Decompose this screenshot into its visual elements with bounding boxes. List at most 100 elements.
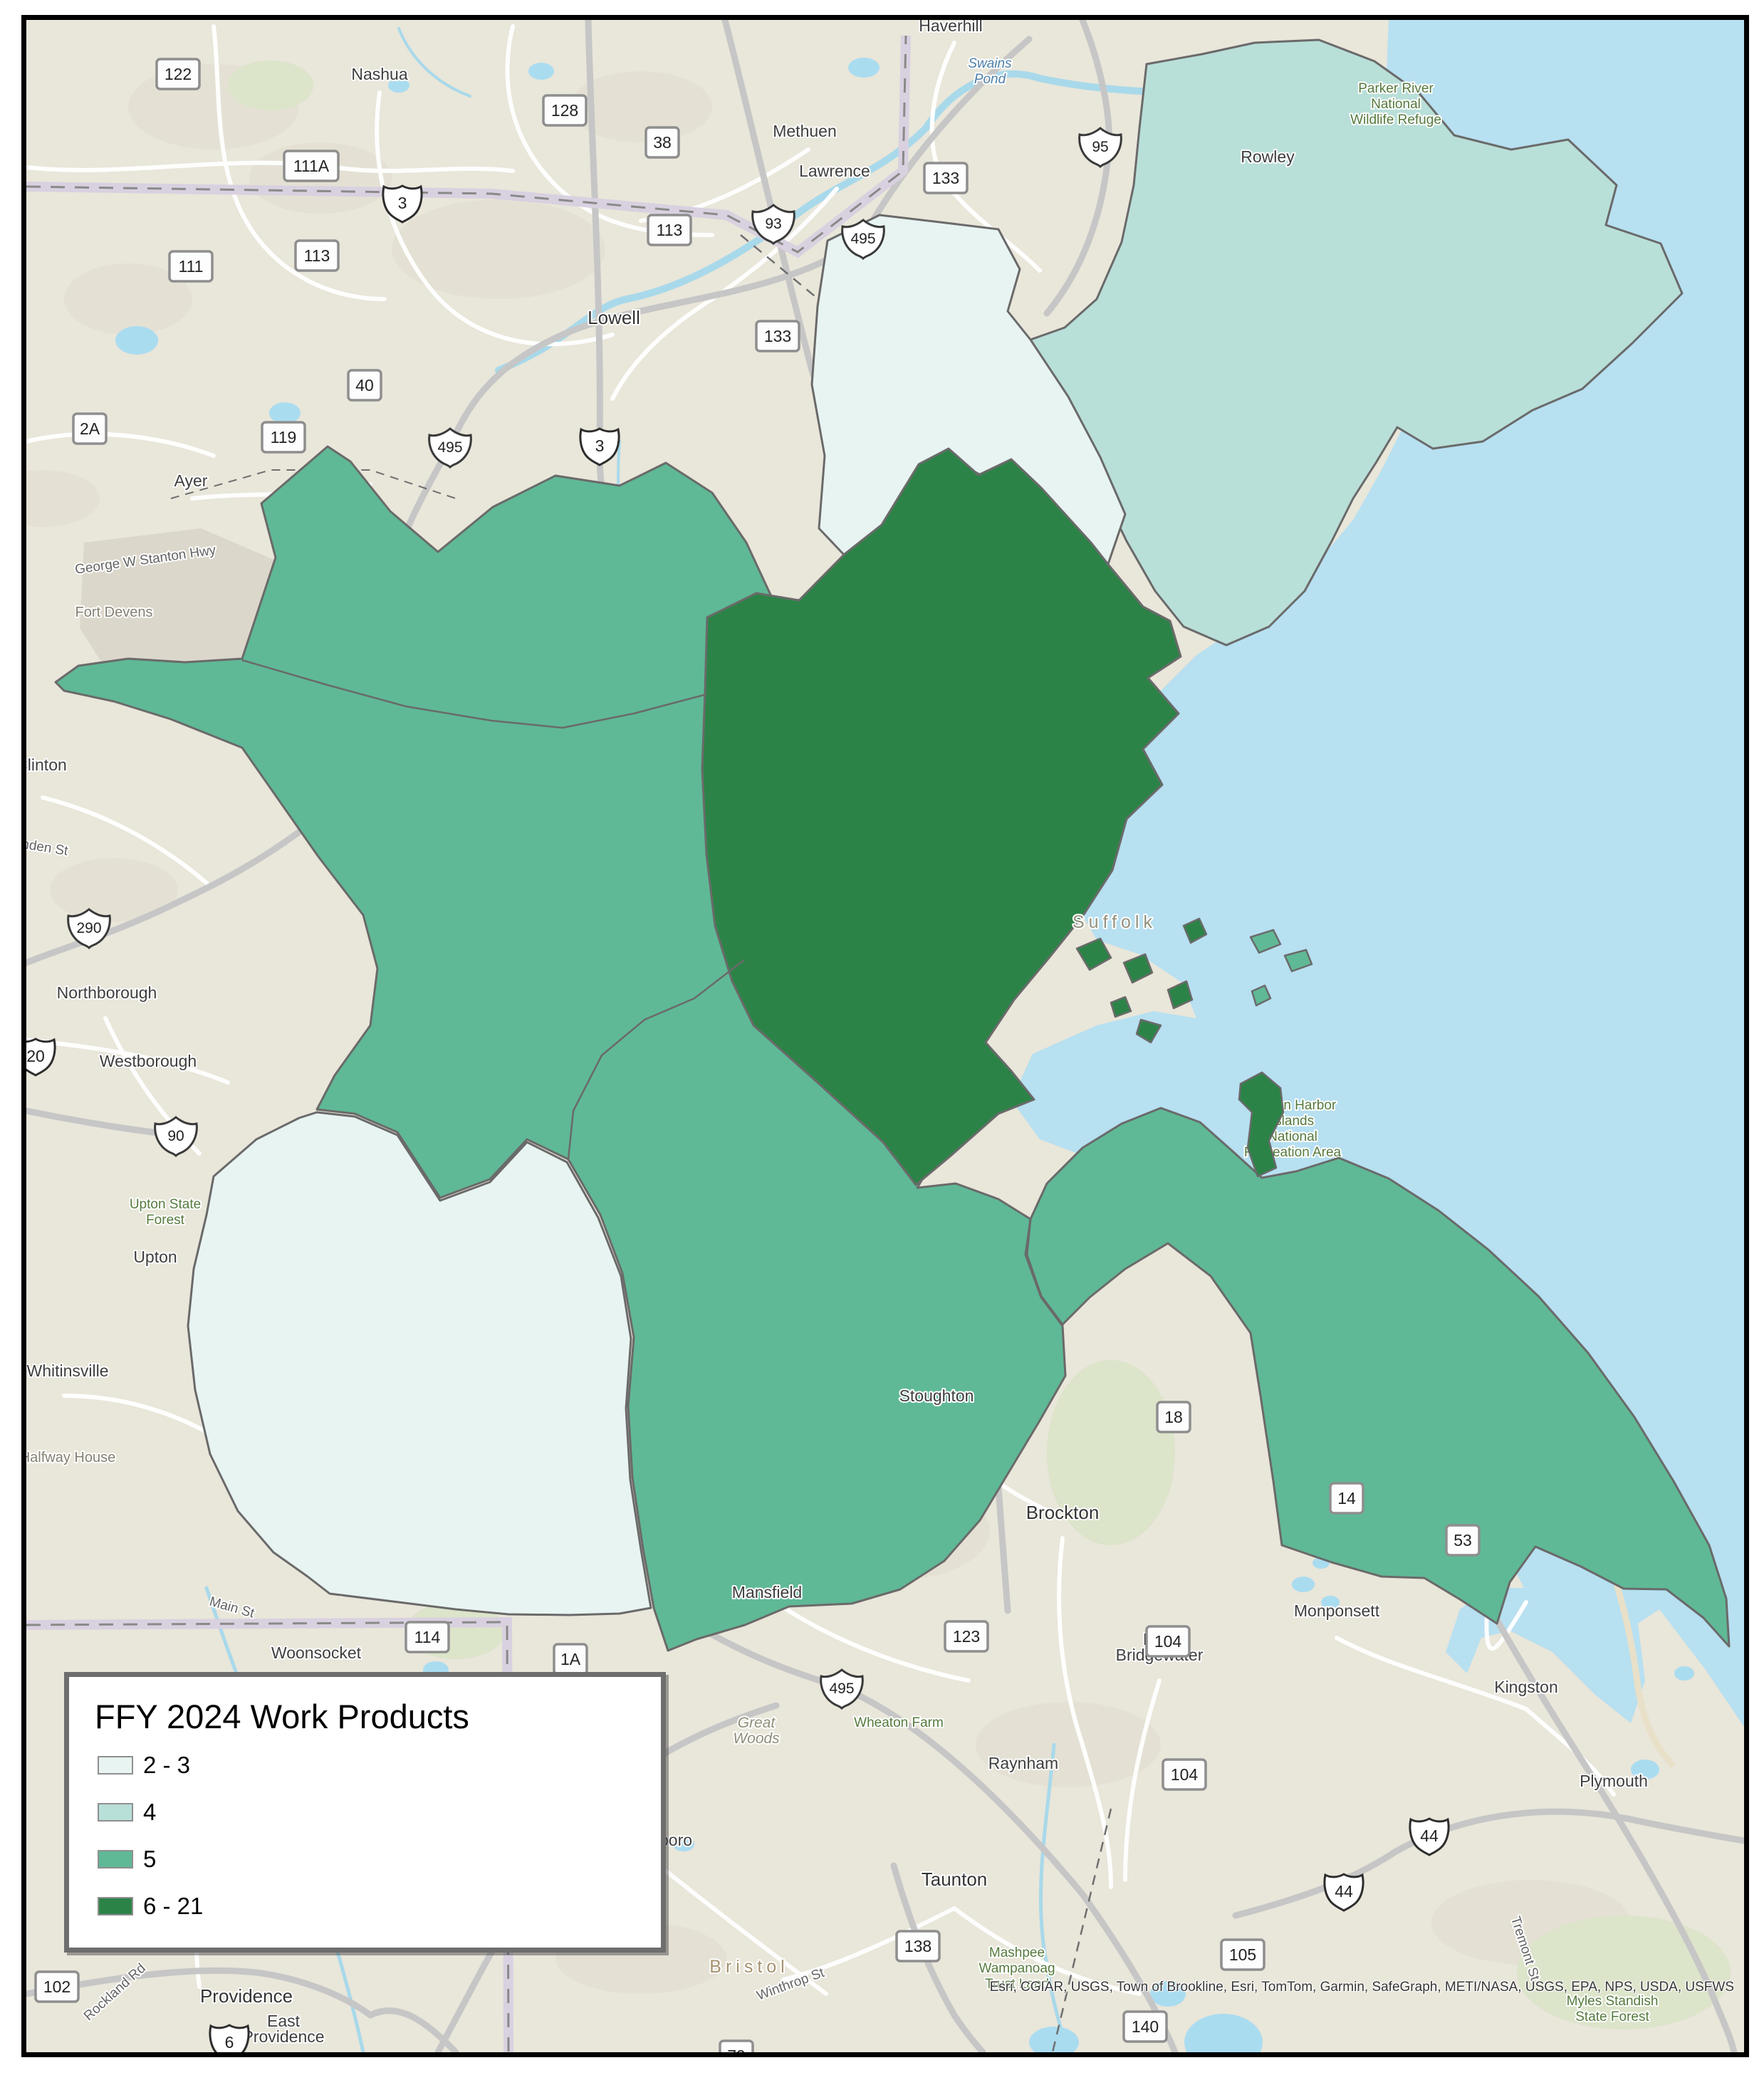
legend-item-label: 5 xyxy=(143,1846,157,1872)
route-shield-state: 140 xyxy=(1122,2010,1168,2043)
map-label: Halfway House xyxy=(26,1450,115,1465)
route-shield-number: 2A xyxy=(80,419,100,438)
route-shield-number: 3 xyxy=(398,194,407,212)
route-shield-interstate: 495 xyxy=(841,219,885,261)
harbor-island xyxy=(1110,995,1132,1018)
route-shield-number: 113 xyxy=(304,246,330,265)
route-shield-interstate: 90 xyxy=(154,1116,198,1158)
route-shield-number: 113 xyxy=(657,221,683,239)
map-label: Great Woods xyxy=(733,1715,780,1747)
route-shield-us: 3 xyxy=(382,184,423,224)
route-shield-number: 495 xyxy=(437,439,462,456)
map-label: Upton State Forest xyxy=(130,1197,201,1228)
map-label: Swains Pond xyxy=(968,56,1012,87)
route-shield-number: 79 xyxy=(727,2047,746,2052)
harbor-island xyxy=(1182,917,1208,944)
harbor-island xyxy=(1122,953,1154,984)
map-label: Providence xyxy=(200,1985,293,2007)
region-south-shore[interactable] xyxy=(1025,1107,1731,1648)
route-shield-state: 104 xyxy=(1162,1758,1207,1791)
route-shield-state: 105 xyxy=(1220,1938,1265,1971)
route-shield-state: 123 xyxy=(944,1620,989,1653)
map-label: Boston Harbor Islands National Recreation A… xyxy=(1244,1098,1342,1160)
route-shield-state: 114 xyxy=(405,1621,450,1653)
route-shield-state: 111 xyxy=(168,250,214,283)
route-shields-layer: 122 128 38 133 95 111A 111 113 113 93 495 133 3 3 40 11… xyxy=(26,58,1481,2052)
route-shield-state: 119 xyxy=(261,421,306,454)
map-label: Myles Standish State Forest xyxy=(1567,1994,1659,2024)
route-shield-state: 138 xyxy=(895,1930,941,1963)
legend-item: 6 - 21 xyxy=(98,1883,661,1930)
map-label: Woonsocket xyxy=(271,1643,362,1662)
route-shield-number: 6 xyxy=(225,2033,234,2052)
map-label: Suffolk xyxy=(1073,912,1157,932)
route-shield-state: 122 xyxy=(155,58,201,90)
route-shield-number: 138 xyxy=(904,1937,931,1955)
harbor-island xyxy=(1251,984,1272,1007)
region-southwest[interactable] xyxy=(187,1111,652,1616)
subregion-boundary xyxy=(241,659,707,729)
route-shield-us: 3 xyxy=(579,427,620,466)
legend-item-label: 4 xyxy=(143,1799,157,1825)
route-shield-number: 111 xyxy=(179,257,204,276)
choropleth-regions xyxy=(54,38,1731,1652)
route-shield-interstate: 95 xyxy=(1078,127,1122,169)
map-label: East Providence xyxy=(242,2012,324,2046)
map-label: Rowley xyxy=(1241,147,1295,166)
map-label: Clinton xyxy=(26,756,67,774)
route-shield-number: 95 xyxy=(1092,139,1108,155)
route-shield-number: 104 xyxy=(1154,1632,1182,1651)
route-shield-state: 1A xyxy=(553,1643,588,1676)
harbor-island xyxy=(1283,948,1313,973)
route-shield-number: 114 xyxy=(414,1628,441,1646)
legend-item: 5 xyxy=(98,1836,661,1883)
map-label: Plymouth xyxy=(1580,1772,1648,1790)
route-shield-state: 128 xyxy=(542,94,588,127)
legend-rows: 2 - 3 4 5 6 - 21 xyxy=(69,1742,661,1930)
route-shield-number: 1A xyxy=(560,1650,581,1668)
region-inner-core[interactable] xyxy=(701,447,1182,1186)
legend-item: 4 xyxy=(98,1789,661,1836)
route-shield-number: 44 xyxy=(1420,1826,1439,1845)
map-label: Raynham xyxy=(988,1754,1058,1772)
map-label: Mansfield xyxy=(732,1583,802,1601)
map-label: Parker River National Wildlife Refuge xyxy=(1350,81,1441,127)
legend-panel: FFY 2024 Work Products 2 - 3 4 5 6 - 21 xyxy=(64,1672,666,1953)
route-shield-us: 44 xyxy=(1409,1817,1450,1856)
route-shield-number: 53 xyxy=(1454,1531,1472,1549)
map-label: Brockton xyxy=(1026,1502,1100,1523)
map-label: Lowell xyxy=(588,307,640,328)
harbor-island xyxy=(1167,980,1194,1010)
route-shield-interstate: 290 xyxy=(67,908,111,950)
route-shield-number: 290 xyxy=(76,920,101,936)
route-shield-interstate: 495 xyxy=(820,1668,864,1710)
route-shield-number: 105 xyxy=(1229,1945,1256,1964)
route-shield-number: 123 xyxy=(953,1627,980,1646)
route-shield-interstate: 495 xyxy=(428,427,472,469)
route-shield-state: 40 xyxy=(347,369,382,402)
legend-swatch xyxy=(98,1850,133,1869)
route-shield-state: 113 xyxy=(647,214,692,246)
route-shield-number: 102 xyxy=(43,1977,71,1996)
attribution-text: Esri, CGIAR, USGS, Town of Brookline, Es… xyxy=(989,1980,1734,1995)
route-shield-interstate: 93 xyxy=(751,204,795,246)
route-shield-number: 104 xyxy=(1171,1765,1199,1784)
route-shield-number: 133 xyxy=(932,169,959,187)
harbor-island xyxy=(1075,937,1112,971)
legend-item-label: 2 - 3 xyxy=(143,1752,191,1778)
map-label: Ayer xyxy=(174,471,208,490)
route-shield-number: 90 xyxy=(167,1128,184,1144)
map-label: Westborough xyxy=(100,1052,197,1070)
route-shield-number: 3 xyxy=(595,437,605,455)
route-shield-number: 93 xyxy=(765,216,781,232)
map-label: Haverhill xyxy=(919,20,982,35)
harbor-island xyxy=(1249,929,1282,954)
map-label: Upton xyxy=(133,1248,177,1266)
route-shield-us: 6 xyxy=(209,2024,250,2052)
route-shield-number: 495 xyxy=(850,231,875,247)
route-shield-state: 111A xyxy=(283,150,340,182)
subregion-boundary xyxy=(567,959,745,1160)
lakes xyxy=(115,58,1694,2052)
route-shield-number: 133 xyxy=(764,327,791,345)
